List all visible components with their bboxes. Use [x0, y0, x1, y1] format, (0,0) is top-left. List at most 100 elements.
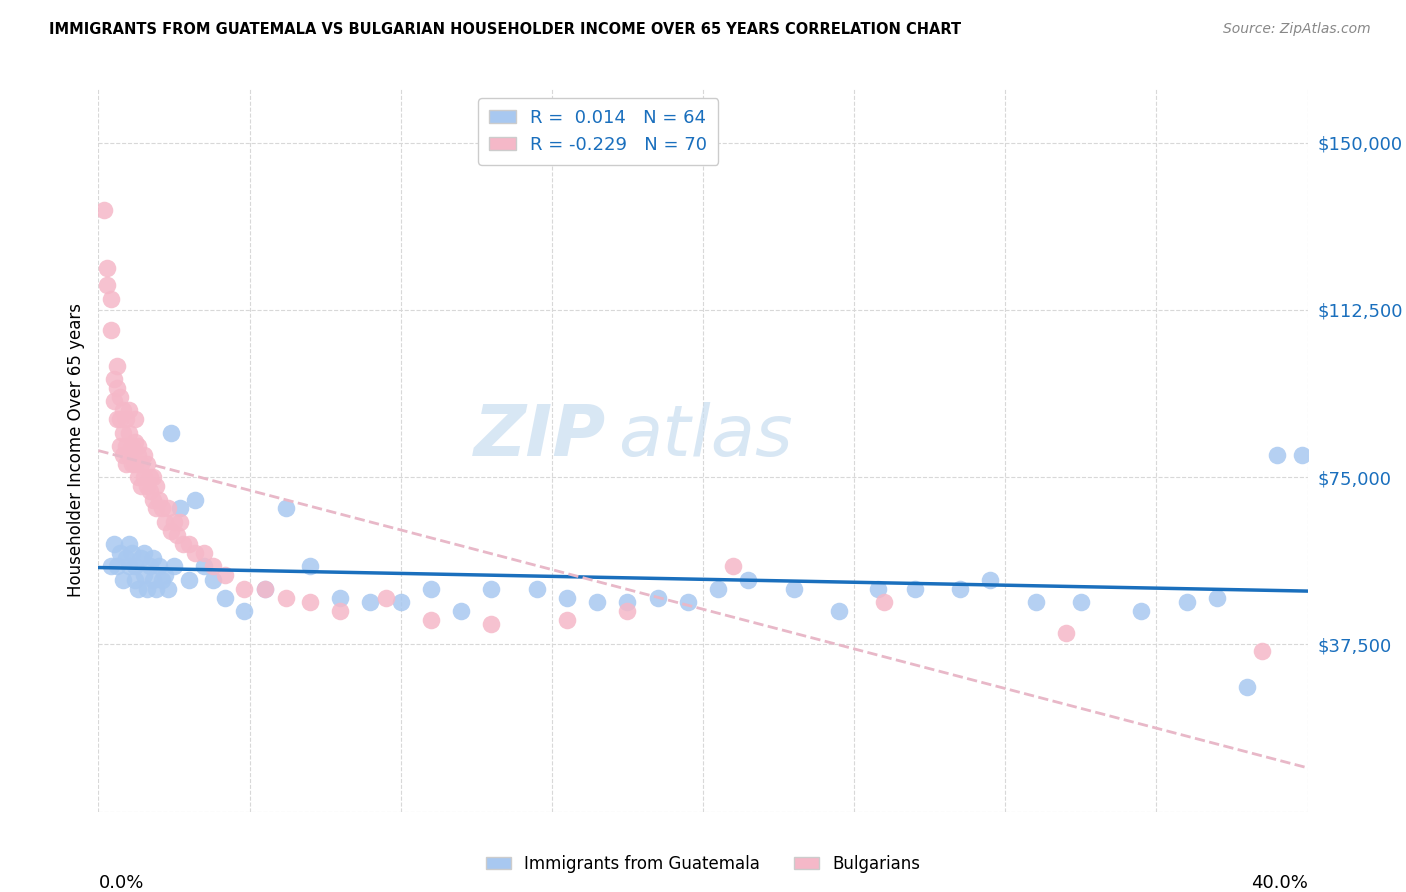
Point [179, 573, 201, 587]
Point [118, 403, 141, 417]
Point [150, 501, 173, 516]
Point [299, 559, 322, 574]
Point [111, 425, 134, 440]
Point [118, 559, 141, 574]
Point [139, 483, 162, 498]
Point [142, 573, 165, 587]
Point [979, 573, 1001, 587]
Point [108, 439, 131, 453]
Point [184, 492, 207, 507]
Point [360, 595, 382, 609]
Point [1236, 680, 1258, 694]
Point [1070, 595, 1092, 609]
Point [145, 501, 167, 516]
Point [707, 582, 730, 596]
Point [214, 591, 236, 605]
Point [127, 448, 149, 462]
Point [135, 582, 157, 596]
Text: Source: ZipAtlas.com: Source: ZipAtlas.com [1223, 22, 1371, 37]
Point [132, 448, 155, 462]
Point [103, 537, 125, 551]
Point [723, 559, 745, 574]
Point [103, 394, 125, 409]
Text: 0.0%: 0.0% [98, 874, 143, 892]
Point [124, 412, 146, 426]
Point [139, 559, 162, 574]
Point [142, 470, 165, 484]
Point [232, 582, 254, 596]
Point [132, 470, 155, 484]
Point [214, 568, 236, 582]
Point [105, 559, 128, 574]
Point [1251, 644, 1274, 658]
Point [868, 582, 890, 596]
Point [135, 479, 157, 493]
Point [135, 457, 157, 471]
Point [1267, 448, 1289, 462]
Point [142, 492, 165, 507]
Point [274, 501, 297, 516]
Point [1130, 604, 1153, 618]
Point [160, 425, 183, 440]
Legend: Immigrants from Guatemala, Bulgarians: Immigrants from Guatemala, Bulgarians [479, 848, 927, 880]
Point [329, 604, 352, 618]
Point [828, 604, 851, 618]
Point [96, 278, 118, 293]
Point [121, 439, 143, 453]
Point [193, 559, 215, 574]
Point [96, 260, 118, 275]
Point [153, 568, 176, 582]
Point [172, 537, 194, 551]
Point [145, 582, 167, 596]
Point [166, 528, 188, 542]
Point [114, 412, 136, 426]
Point [163, 559, 186, 574]
Point [420, 582, 443, 596]
Point [163, 515, 186, 529]
Point [114, 457, 136, 471]
Point [1291, 448, 1313, 462]
Legend: R =  0.014   N = 64, R = -0.229   N = 70: R = 0.014 N = 64, R = -0.229 N = 70 [478, 98, 718, 165]
Point [1054, 626, 1077, 640]
Point [232, 604, 254, 618]
Point [121, 546, 143, 560]
Point [526, 582, 548, 596]
Point [105, 359, 128, 373]
Point [105, 412, 128, 426]
Point [184, 546, 207, 560]
Point [100, 323, 122, 337]
Point [193, 546, 215, 560]
Point [389, 595, 412, 609]
Point [148, 559, 170, 574]
Point [118, 448, 141, 462]
Point [100, 559, 122, 574]
Point [1024, 595, 1046, 609]
Text: IMMIGRANTS FROM GUATEMALA VS BULGARIAN HOUSEHOLDER INCOME OVER 65 YEARS CORRELAT: IMMIGRANTS FROM GUATEMALA VS BULGARIAN H… [49, 22, 962, 37]
Point [108, 412, 131, 426]
Point [124, 559, 146, 574]
Point [676, 595, 699, 609]
Point [586, 595, 609, 609]
Point [555, 591, 578, 605]
Point [160, 524, 183, 538]
Point [374, 591, 396, 605]
Point [100, 292, 122, 306]
Point [202, 559, 225, 574]
Point [114, 439, 136, 453]
Point [132, 568, 155, 582]
Point [124, 573, 146, 587]
Point [142, 550, 165, 565]
Point [202, 573, 225, 587]
Point [156, 501, 179, 516]
Point [114, 550, 136, 565]
Point [118, 425, 141, 440]
Point [555, 613, 578, 627]
Point [169, 501, 191, 516]
Point [129, 550, 152, 565]
Point [111, 573, 134, 587]
Point [127, 470, 149, 484]
Point [93, 202, 115, 217]
Point [139, 470, 162, 484]
Point [783, 582, 806, 596]
Point [145, 479, 167, 493]
